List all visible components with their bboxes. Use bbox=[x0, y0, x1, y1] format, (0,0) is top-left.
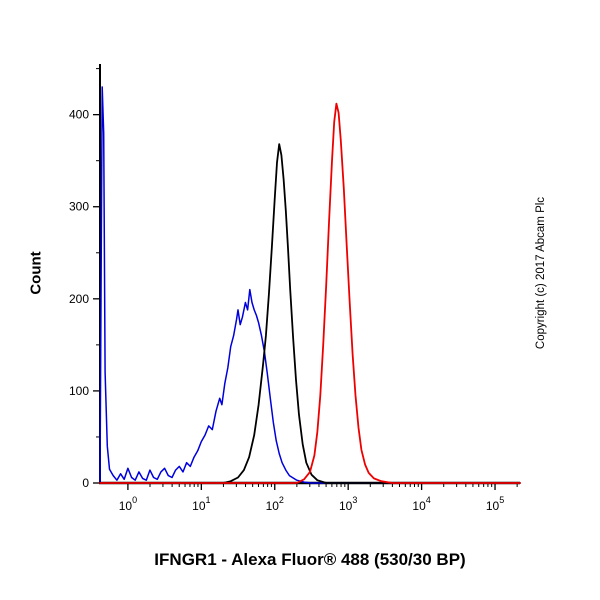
curve-red bbox=[99, 102, 521, 484]
y-tick-label: 300 bbox=[69, 200, 89, 214]
x-tick-label: 100 bbox=[119, 495, 137, 513]
y-tick-label: 100 bbox=[69, 384, 89, 398]
y-tick-label: 200 bbox=[69, 292, 89, 306]
curve-blue bbox=[99, 86, 521, 484]
x-tick-label: 102 bbox=[266, 495, 284, 513]
copyright-text: Copyright (c) 2017 Abcam Plc bbox=[535, 196, 547, 350]
x-tick-label: 105 bbox=[486, 495, 504, 513]
y-axis-title: Count bbox=[27, 251, 45, 295]
x-tick-label: 101 bbox=[192, 495, 210, 513]
curve-black bbox=[99, 143, 521, 484]
x-tick-label: 104 bbox=[412, 495, 430, 513]
x-tick-label: 103 bbox=[339, 495, 357, 513]
y-tick-label: 400 bbox=[69, 108, 89, 122]
y-tick-label: 0 bbox=[82, 476, 89, 490]
chart-title: IFNGR1 - Alexa Fluor® 488 (530/30 BP) bbox=[154, 550, 466, 569]
